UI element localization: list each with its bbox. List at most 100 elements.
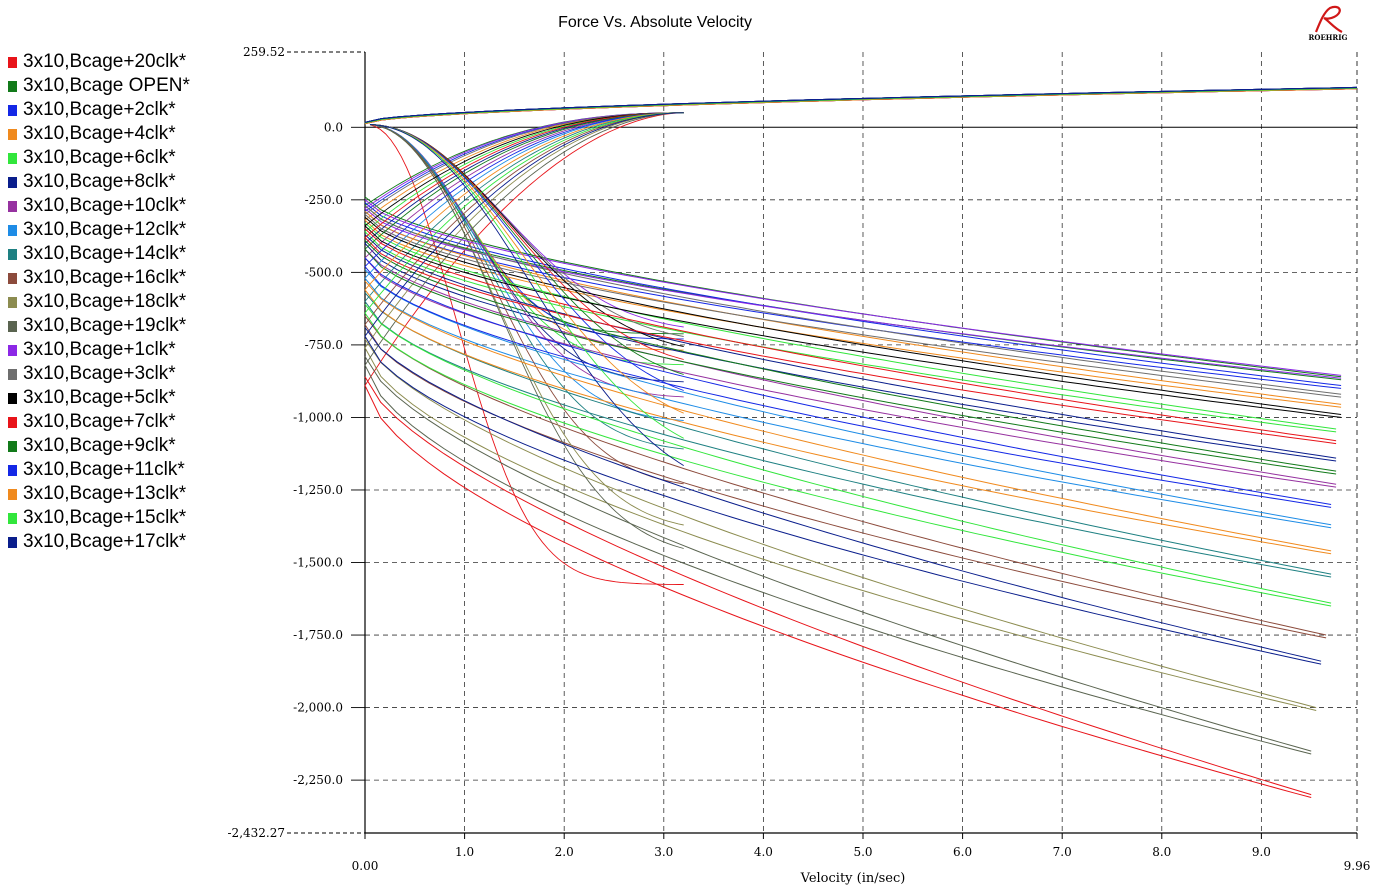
rebound-branch [364, 112, 684, 238]
transition-line [369, 124, 684, 391]
legend-item: 3x10,Bcage+12clk* [8, 218, 233, 242]
rebound-branch [364, 112, 684, 349]
y-tick-label: 0.0 [324, 120, 343, 134]
x-tick-label: 9.0 [1252, 845, 1271, 859]
legend-item: 3x10,Bcage+1clk* [8, 338, 233, 362]
series-line [364, 327, 1322, 662]
x-tick-label: 5.0 [853, 845, 872, 859]
series-line [364, 243, 1337, 462]
y-tick-label: 259.52 [243, 45, 285, 59]
legend-item: 3x10,Bcage+16clk* [8, 266, 233, 290]
y-tick-label: -2,250.0 [293, 773, 343, 787]
rebound-envelope-line [364, 88, 1358, 125]
legend-swatch [8, 369, 17, 380]
legend-item: 3x10,Bcage+17clk* [8, 530, 233, 554]
series-line [364, 240, 1337, 472]
rebound-envelope-line [364, 86, 1358, 123]
rebound-branch [364, 112, 684, 302]
legend-label: 3x10,Bcage+18clk* [23, 291, 187, 312]
series-line [364, 303, 1332, 604]
legend-label: 3x10,Bcage+7clk* [23, 411, 176, 432]
transition-line [369, 124, 684, 585]
logo-text: ROEHRIG [1309, 33, 1348, 42]
transition-line [369, 124, 684, 414]
legend-swatch [8, 249, 17, 260]
series-line [364, 315, 1327, 636]
transition-line [369, 124, 684, 466]
legend-item: 3x10,Bcage+10clk* [8, 194, 233, 218]
rebound-envelope-line [364, 88, 1358, 125]
series-line [364, 266, 1332, 508]
legend-swatch [8, 417, 17, 428]
x-tick-label: 0.00 [352, 859, 379, 873]
legend-item: 3x10,Bcage+3clk* [8, 362, 233, 386]
legend-label: 3x10,Bcage+9clk* [23, 435, 176, 456]
legend-item: 3x10,Bcage+20clk* [8, 50, 233, 74]
series-line [364, 199, 1342, 376]
tick-labels: 0.00 1.0 2.0 3.0 4.0 5.0 6.0 7.0 8.0 9.0 9.96 259.5… [228, 45, 1371, 873]
series-line [364, 289, 1332, 555]
legend-item: 3x10,Bcage OPEN* [8, 74, 233, 98]
rebound-branch [364, 112, 684, 337]
series-line [364, 234, 1337, 459]
roehrig-logo: ROEHRIG [1309, 5, 1348, 42]
legend-swatch [8, 393, 17, 404]
legend-label: 3x10,Bcage+15clk* [23, 507, 187, 528]
legend-swatch [8, 177, 17, 188]
rebound-envelope-line [364, 88, 1358, 125]
logo-r-glyph [1314, 5, 1343, 33]
y-tick-label: -1,500.0 [293, 556, 343, 570]
legend-swatch [8, 321, 17, 332]
series-line [364, 219, 1342, 408]
y-tick-label: -2,432.27 [228, 826, 286, 840]
series-line [364, 225, 1342, 418]
y-tick-label: -2,000.0 [293, 701, 343, 715]
rebound-envelope-line [364, 86, 1358, 123]
series-group [364, 86, 1358, 755]
series-group [364, 87, 1358, 711]
series-line [364, 248, 1337, 485]
series-line [364, 338, 1317, 709]
legend-label: 3x10,Bcage+6clk* [23, 147, 176, 168]
legend-swatch [8, 201, 17, 212]
legend-label: 3x10,Bcage+16clk* [23, 267, 187, 288]
transition-line [369, 124, 684, 351]
legend-item: 3x10,Bcage+13clk* [8, 482, 233, 506]
legend-swatch [8, 81, 17, 92]
legend-item: 3x10,Bcage+9clk* [8, 434, 233, 458]
legend-swatch [8, 105, 17, 116]
x-tick-label: 8.0 [1152, 845, 1171, 859]
legend: 3x10,Bcage+20clk* 3x10,Bcage OPEN* 3x10,Bc… [8, 50, 233, 554]
legend-swatch [8, 489, 17, 500]
legend-label: 3x10,Bcage+11clk* [23, 459, 185, 480]
rebound-branch [364, 112, 684, 250]
rebound-envelope-line [364, 87, 1358, 124]
legend-label: 3x10,Bcage+1clk* [23, 339, 176, 360]
series-line [364, 257, 1332, 505]
x-tick-label: 1.0 [455, 845, 474, 859]
legend-item: 3x10,Bcage+7clk* [8, 410, 233, 434]
rebound-branch [364, 112, 684, 314]
transition-line [369, 124, 684, 549]
legend-swatch [8, 513, 17, 524]
series-line [364, 280, 1332, 552]
legend-swatch [8, 153, 17, 164]
x-tick-label: 4.0 [754, 845, 773, 859]
rebound-envelope-line [364, 86, 1358, 123]
legend-label: 3x10,Bcage+12clk* [23, 219, 187, 240]
legend-item: 3x10,Bcage+11clk* [8, 458, 233, 482]
series-line [364, 228, 1337, 442]
series-line [364, 211, 1342, 405]
series-line [364, 364, 1312, 755]
series-group [364, 86, 1358, 665]
legend-label: 3x10,Bcage+4clk* [23, 123, 176, 144]
legend-item: 3x10,Bcage+15clk* [8, 506, 233, 530]
legend-swatch [8, 345, 17, 356]
rebound-envelope-line [364, 86, 1358, 123]
series-line [364, 277, 1332, 529]
rebound-envelope-line [364, 88, 1358, 125]
transition-line [369, 124, 684, 450]
rebound-envelope-line [364, 87, 1358, 124]
series-line [364, 222, 1337, 430]
legend-label: 3x10,Bcage+13clk* [23, 483, 187, 504]
